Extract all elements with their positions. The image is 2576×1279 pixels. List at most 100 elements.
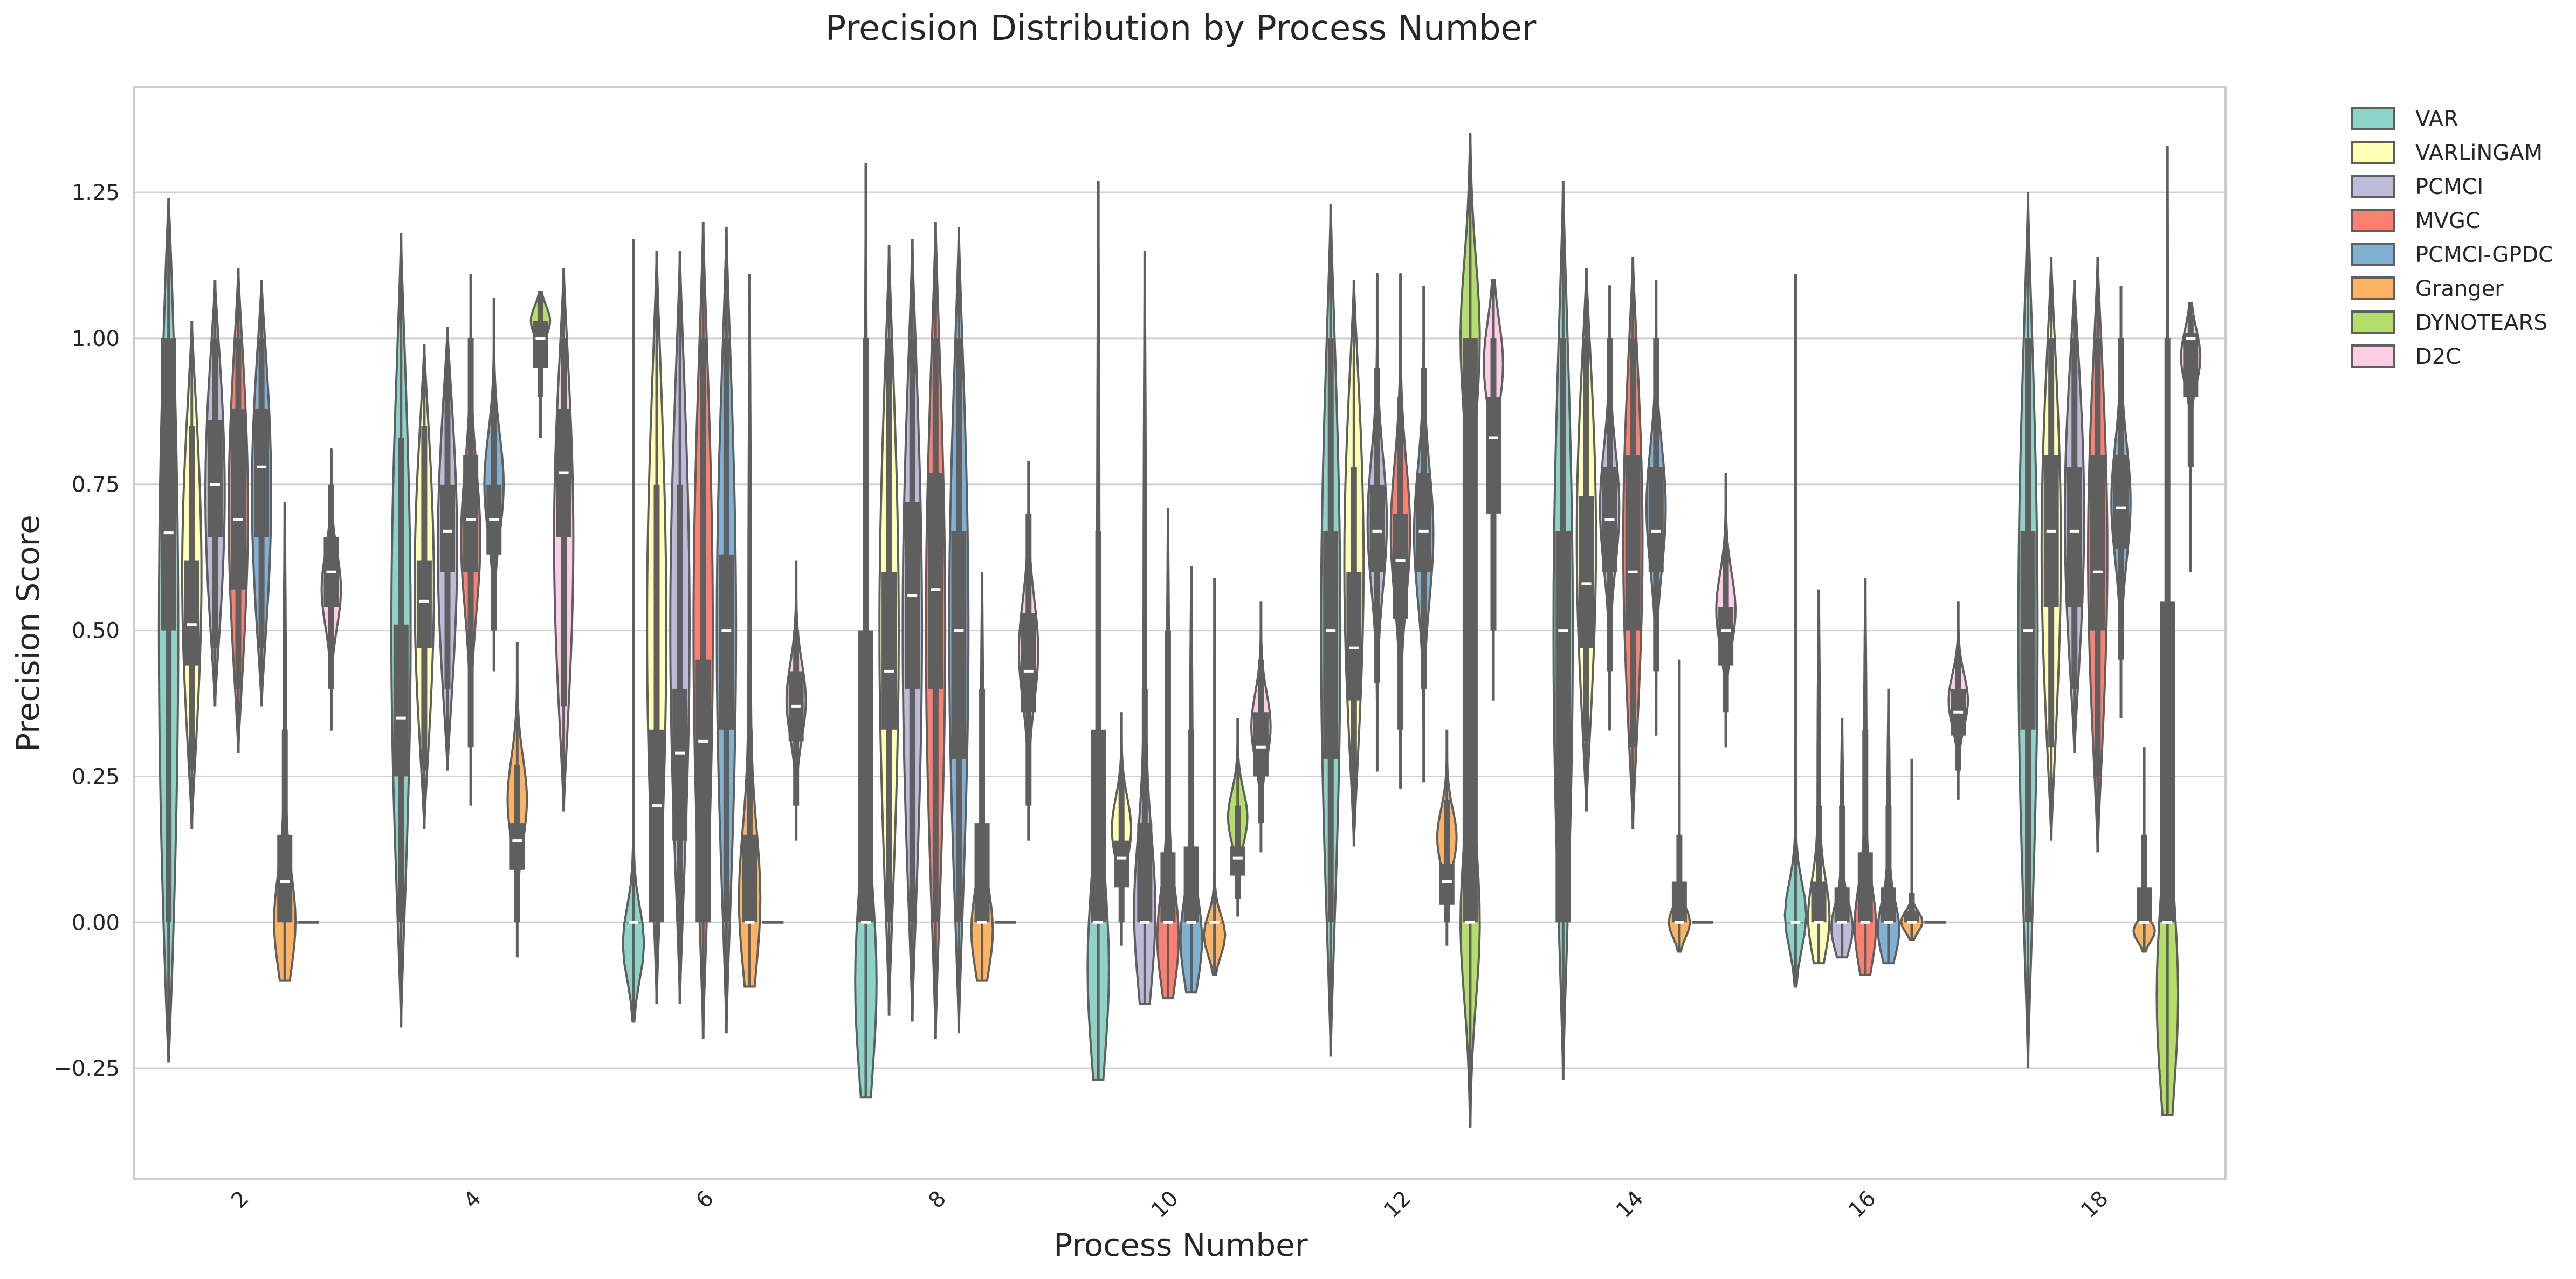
legend-label: VAR [2415, 107, 2458, 132]
violin-pcmci [204, 280, 226, 707]
violin-iqr-box [1091, 729, 1106, 923]
violin-var [1783, 274, 1808, 988]
violin-mvgc [460, 274, 482, 806]
legend-swatch [2351, 310, 2395, 334]
violin-iqr-box [858, 630, 873, 923]
legend-swatch [2351, 141, 2395, 164]
violin-pcmci-gpdc [1413, 286, 1435, 783]
violin-d2c [553, 268, 575, 812]
legend-item-pcmci-gpdc: PCMCI-GPDC [2351, 243, 2553, 267]
violin-group-8 [854, 163, 1039, 1099]
violin-iqr-box [2160, 601, 2175, 923]
legend-label: VARLiNGAM [2415, 141, 2543, 165]
violin-varlingam [413, 344, 435, 829]
violin-iqr-box [277, 834, 293, 923]
violin-d2c [1483, 279, 1504, 701]
y-tick-labels: −0.25 0.00 0.25 0.50 0.75 1.00 1.25 [53, 181, 120, 1081]
violin-varlingam [1111, 712, 1133, 946]
violin-varlingam [1343, 280, 1365, 847]
violin-pcmci-gpdc [1179, 566, 1203, 994]
legend-label: PCMCI-GPDC [2415, 243, 2553, 267]
violin-group-2 [157, 198, 342, 1063]
legend-swatch [2351, 175, 2395, 198]
y-tick-label: 1.25 [72, 181, 120, 205]
violin-iqr-box [1486, 397, 1501, 514]
violin-pcmci-gpdc [715, 227, 738, 1034]
violin-group-10 [1086, 181, 1272, 1081]
violin-iqr-box [463, 455, 479, 572]
violin-d2c [1250, 601, 1272, 853]
violin-granger [273, 502, 297, 982]
violin-pcmci-gpdc [1645, 280, 1667, 736]
violin-d2c [785, 560, 807, 841]
violin-iqr-box [2183, 333, 2199, 397]
violin-iqr-box [161, 338, 176, 631]
violin-iqr-box [1021, 613, 1036, 713]
violin-iqr-box [1114, 840, 1129, 888]
violin-pcmci-gpdc [2110, 286, 2132, 718]
violin-iqr-box [974, 823, 990, 923]
violin-d2c [1017, 461, 1039, 841]
violin-mvgc [1622, 257, 1644, 829]
legend-swatch [2351, 276, 2395, 300]
violin-iqr-box [393, 624, 409, 777]
violin-var [622, 239, 645, 1023]
violin-iqr-box [1230, 846, 1245, 876]
legend-label: D2C [2415, 344, 2461, 369]
violin-layer [157, 133, 2202, 1128]
legend-label: MVGC [2415, 209, 2481, 233]
violin-d2c [2180, 302, 2202, 572]
violin-d2c [1947, 601, 1969, 800]
violin-pcmci [669, 251, 691, 1005]
violin-pcmci-gpdc [948, 227, 970, 1034]
y-axis-label: Precision Score [10, 515, 46, 752]
legend-item-varlingam: VARLiNGAM [2351, 141, 2543, 165]
violin-iqr-box [1369, 484, 1385, 572]
violin-pcmci-gpdc [251, 280, 273, 707]
violin-dynotears [1227, 718, 1249, 917]
violin-mvgc [925, 222, 947, 1040]
violin-iqr-box [1137, 823, 1153, 923]
violin-mvgc [2086, 257, 2109, 853]
violin-group-6 [622, 222, 807, 1040]
violin-granger [2132, 747, 2156, 953]
violin-iqr-box [1160, 852, 1176, 923]
legend-item-granger: Granger [2351, 276, 2504, 301]
violin-iqr-box [1323, 531, 1339, 759]
violin-iqr-box [742, 834, 757, 923]
legend-swatch [2351, 344, 2395, 368]
violin-granger [506, 642, 528, 958]
violin-iqr-box [1881, 887, 1896, 923]
violin-dynotears [2155, 146, 2180, 1116]
legend-item-mvgc: MVGC [2351, 209, 2481, 233]
violin-iqr-box [1857, 852, 1873, 923]
violin-granger [970, 572, 994, 982]
violin-dynotears [529, 291, 552, 438]
violin-varlingam [2040, 257, 2062, 841]
violin-iqr-box [1811, 881, 1827, 923]
y-tick-label: 0.75 [72, 473, 120, 497]
chart-title: Precision Distribution by Process Number [825, 9, 1537, 49]
grid-layer [134, 191, 2226, 1069]
violin-iqr-box [1183, 846, 1199, 923]
violin-varlingam [1807, 589, 1831, 965]
violin-iqr-box [695, 659, 711, 923]
violin-iqr-box [2113, 455, 2129, 549]
legend-item-dynotears: DYNOTEARS [2351, 310, 2547, 335]
violin-var [1320, 204, 1342, 1057]
legend-label: DYNOTEARS [2415, 310, 2547, 335]
violin-granger [1202, 578, 1227, 976]
violin-granger [1668, 659, 1691, 953]
violin-group-14 [1552, 181, 1737, 1080]
violin-iqr-box [1671, 881, 1687, 923]
legend: VAR VARLiNGAM PCMCI MVGC PCMCI-GPDC Granger DY… [2351, 107, 2553, 369]
violin-iqr-box [1904, 910, 1919, 923]
violin-varlingam [878, 245, 900, 1016]
violin-var [854, 163, 878, 1099]
violin-granger [738, 274, 762, 988]
violin-iqr-box [951, 531, 967, 759]
violin-iqr-box [207, 420, 223, 537]
violin-iqr-box [184, 560, 199, 666]
violin-iqr-box [1393, 513, 1408, 619]
